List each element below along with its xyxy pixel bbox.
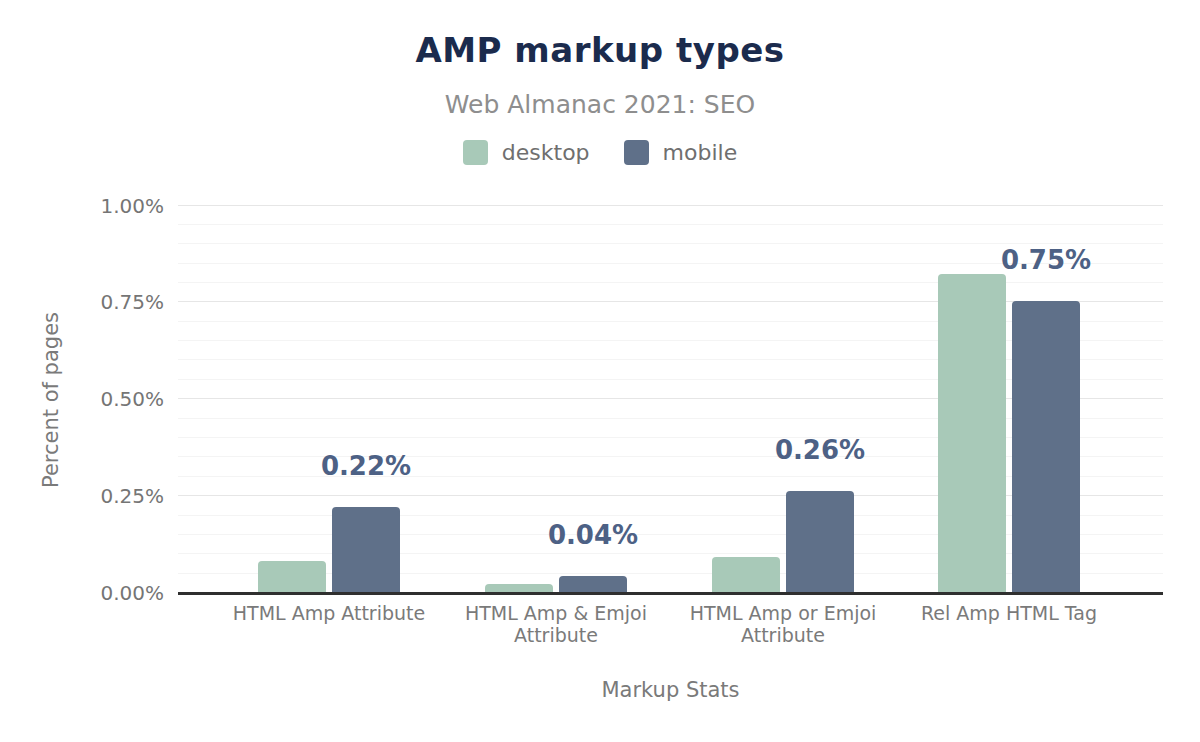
chart-subtitle: Web Almanac 2021: SEO	[0, 90, 1200, 119]
minor-gridline	[178, 224, 1163, 225]
bar-mobile-0	[332, 507, 400, 592]
bar-desktop-1	[485, 584, 553, 592]
y-tick-label: 0.50%	[24, 388, 164, 410]
bar-desktop-3	[938, 274, 1006, 592]
bar-desktop-2	[712, 557, 780, 592]
minor-gridline	[178, 282, 1163, 283]
legend-label-desktop: desktop	[502, 140, 590, 165]
legend-label-mobile: mobile	[663, 140, 738, 165]
bar-mobile-3	[1012, 301, 1080, 592]
chart-title: AMP markup types	[0, 30, 1200, 70]
plot-area: 0.00%0.25%0.50%0.75%1.00%0.22%HTML Amp A…	[178, 206, 1163, 594]
bar-value-label: 0.04%	[523, 521, 663, 549]
x-tick-label: HTML Amp & Emjoi Attribute	[436, 602, 676, 646]
y-tick-label: 0.25%	[24, 485, 164, 507]
legend-item-mobile: mobile	[624, 140, 738, 165]
x-tick-label: Rel Amp HTML Tag	[889, 602, 1129, 624]
legend-swatch-desktop-icon	[463, 140, 488, 165]
legend: desktop mobile	[0, 140, 1200, 165]
legend-item-desktop: desktop	[463, 140, 590, 165]
major-gridline	[178, 205, 1163, 206]
bar-value-label: 0.26%	[750, 436, 890, 464]
bar-value-label: 0.75%	[976, 246, 1116, 274]
y-tick-label: 0.00%	[24, 582, 164, 604]
x-axis-title: Markup Stats	[178, 678, 1163, 702]
chart-container: AMP markup types Web Almanac 2021: SEO d…	[0, 0, 1200, 742]
x-axis-line	[178, 592, 1163, 595]
y-tick-label: 0.75%	[24, 291, 164, 313]
y-tick-label: 1.00%	[24, 195, 164, 217]
x-tick-label: HTML Amp or Emjoi Attribute	[663, 602, 903, 646]
minor-gridline	[178, 243, 1163, 244]
x-tick-label: HTML Amp Attribute	[209, 602, 449, 624]
bar-desktop-0	[258, 561, 326, 592]
legend-swatch-mobile-icon	[624, 140, 649, 165]
bar-mobile-1	[559, 576, 627, 592]
bar-mobile-2	[786, 491, 854, 592]
bar-value-label: 0.22%	[296, 452, 436, 480]
